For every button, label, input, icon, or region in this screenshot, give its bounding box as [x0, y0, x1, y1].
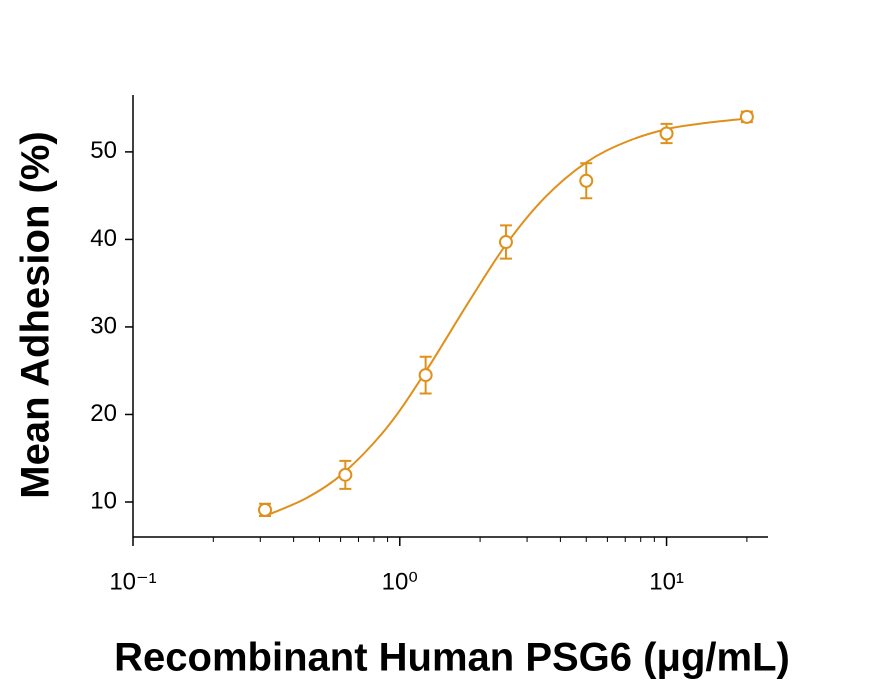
x-tick-label: 10⁻¹: [109, 568, 156, 595]
y-tick-label: 10: [90, 487, 117, 514]
point: [338, 467, 353, 482]
y-axis-label: Mean Adhesion (%): [14, 131, 58, 498]
x-tick-label: 10¹: [649, 568, 684, 595]
x-tick-label: 10⁰: [382, 568, 418, 595]
y-tick-label: 20: [90, 400, 117, 427]
y-tick-label: 30: [90, 312, 117, 339]
x-axis-label: Recombinant Human PSG6 (μg/mL): [114, 636, 790, 680]
y-tick-label: 40: [90, 225, 117, 252]
y-tick-label: 50: [90, 137, 117, 164]
point: [579, 173, 594, 188]
point: [498, 235, 513, 250]
point: [258, 502, 273, 517]
point: [659, 126, 674, 141]
point: [418, 368, 433, 383]
fit-curve: [264, 117, 747, 517]
point: [739, 109, 754, 124]
